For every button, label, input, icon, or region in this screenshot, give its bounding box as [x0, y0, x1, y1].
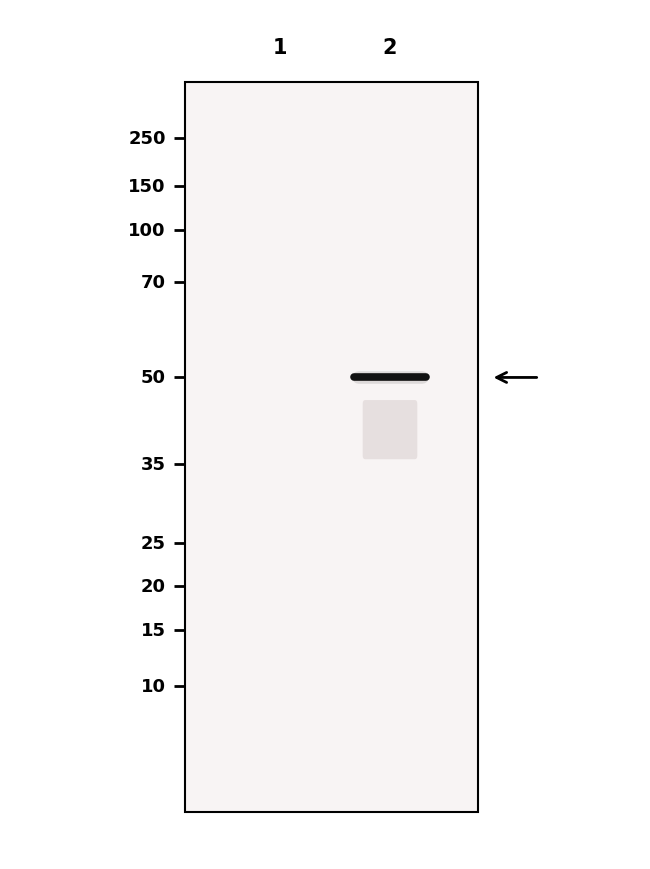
Text: 20: 20 [141, 578, 166, 595]
Text: 150: 150 [128, 178, 166, 196]
Text: 100: 100 [128, 222, 166, 239]
Text: 50: 50 [141, 369, 166, 387]
Text: 25: 25 [141, 534, 166, 552]
Text: 10: 10 [141, 678, 166, 695]
Text: 70: 70 [141, 274, 166, 291]
Bar [185, 83, 478, 813]
Text: 15: 15 [141, 621, 166, 639]
Text: 1: 1 [272, 38, 287, 57]
Text: 2: 2 [383, 38, 397, 57]
Text: 250: 250 [128, 130, 166, 148]
FancyBboxPatch shape [363, 401, 417, 460]
Text: 35: 35 [141, 456, 166, 474]
